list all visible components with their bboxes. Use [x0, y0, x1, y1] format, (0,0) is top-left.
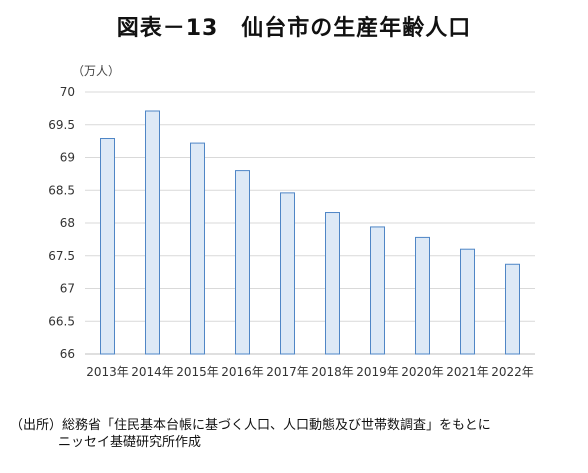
y-tick-label: 69.5: [48, 118, 75, 132]
bar-2019年: [370, 226, 385, 355]
x-tick-label: 2022年: [491, 365, 534, 379]
x-tick-label: 2015年: [176, 365, 219, 379]
source-note: （出所）総務省「住民基本台帳に基づく人口、人口動態及び世帯数調査」をもとに ニッ…: [10, 417, 491, 451]
x-tick-label: 2018年: [311, 365, 354, 379]
source-line-1: （出所）総務省「住民基本台帳に基づく人口、人口動態及び世帯数調査」をもとに: [10, 418, 491, 433]
x-tick-label: 2019年: [356, 365, 399, 379]
x-tick-labels: 2013年 2014年 2015年 2016年 2017年 2018年 2019年 2020年…: [86, 365, 534, 379]
y-tick-label: 69: [60, 151, 75, 165]
bar-2017年: [280, 192, 295, 355]
y-tick-label: 68.5: [48, 183, 75, 197]
x-tick-label: 2014年: [131, 365, 174, 379]
bar-2021年: [460, 248, 475, 355]
bar-2013年: [100, 138, 115, 355]
bars: [100, 110, 520, 355]
x-tick-label: 2017年: [266, 365, 309, 379]
bar-2016年: [235, 170, 250, 355]
y-tick-label: 66.5: [48, 314, 75, 328]
x-tick-label: 2020年: [401, 365, 444, 379]
bar-2018年: [325, 212, 340, 355]
y-tick-label: 67.5: [48, 249, 75, 263]
x-tick-label: 2013年: [86, 365, 129, 379]
chart-title: 図表－13 仙台市の生産年齢人口: [116, 16, 472, 41]
x-tick-label: 2021年: [446, 365, 489, 379]
y-axis-unit-label: （万人）: [72, 64, 121, 78]
y-tick-label: 68: [60, 216, 75, 230]
bar-2020年: [415, 236, 430, 355]
y-tick-label: 70: [60, 85, 75, 99]
y-tick-label: 66: [60, 347, 75, 361]
bar-2022年: [505, 263, 520, 355]
bar-2015年: [190, 142, 205, 355]
y-tick-labels: 66 66.5 67 67.5 68 68.5 69 69.5 70: [48, 85, 75, 361]
bar-2014年: [145, 110, 160, 355]
y-tick-label: 67: [60, 282, 75, 296]
x-tick-label: 2016年: [221, 365, 264, 379]
source-line-2: ニッセイ基礎研究所作成: [58, 435, 202, 450]
